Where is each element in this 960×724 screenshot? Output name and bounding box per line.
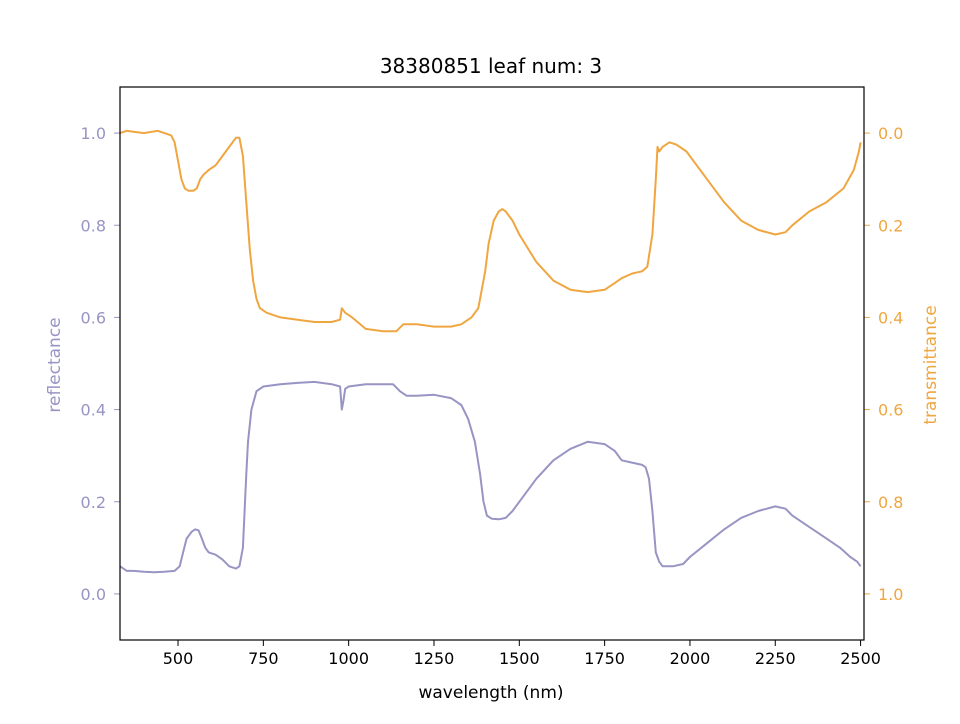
right-tick-label: 0.6 xyxy=(878,401,903,420)
x-tick-label: 1250 xyxy=(414,649,455,668)
series-line-right xyxy=(119,129,862,333)
left-tick-label: 0.8 xyxy=(81,216,106,235)
left-tick-label: 0.4 xyxy=(81,401,106,420)
left-tick-label: 0.6 xyxy=(81,308,106,327)
left-axis-label: reflectance xyxy=(45,317,65,412)
x-tick-label: 2000 xyxy=(670,649,711,668)
right-tick-label: 0.8 xyxy=(878,493,903,512)
right-tick-label: 0.0 xyxy=(878,124,903,143)
x-tick-label: 1000 xyxy=(328,649,369,668)
right-tick-label: 0.4 xyxy=(878,308,903,327)
axis-ticks: 500 750 1000 1250 1500 1750 2000 2250 2500 0.0 0.2… xyxy=(81,124,904,668)
x-tick-label: 1500 xyxy=(499,649,540,668)
plot-frame xyxy=(119,86,865,641)
left-tick-label: 1.0 xyxy=(81,124,106,143)
series-line-left xyxy=(119,380,862,574)
chart-title: 38380851 leaf num: 3 xyxy=(380,54,602,78)
x-tick-label: 750 xyxy=(248,649,279,668)
left-tick-label: 0.0 xyxy=(81,585,106,604)
x-axis-label: wavelength (nm) xyxy=(418,683,563,703)
x-tick-label: 2250 xyxy=(755,649,796,668)
x-tick-label: 1750 xyxy=(584,649,625,668)
right-tick-label: 0.2 xyxy=(878,216,903,235)
x-tick-label: 2500 xyxy=(840,649,881,668)
right-axis-label: transmittance xyxy=(921,305,941,424)
series-lines xyxy=(119,129,862,574)
x-tick-label: 500 xyxy=(163,649,194,668)
right-tick-label: 1.0 xyxy=(878,585,903,604)
left-tick-label: 0.2 xyxy=(81,493,106,512)
